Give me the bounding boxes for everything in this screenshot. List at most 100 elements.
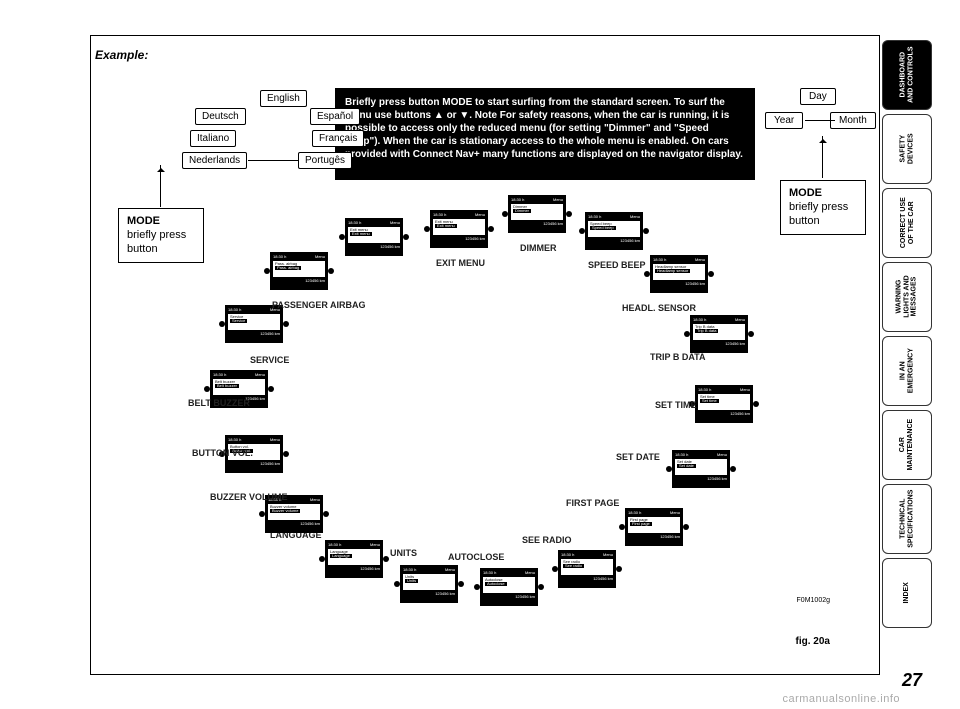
- side-tab-label: IN AN EMERGENCY: [899, 347, 914, 395]
- connector-dot: [339, 234, 345, 240]
- side-tab[interactable]: TECHNICAL SPECIFICATIONS: [882, 484, 932, 554]
- ring-label: SET DATE: [616, 452, 660, 462]
- connector-dot: [424, 226, 430, 232]
- connector-dot: [268, 386, 274, 392]
- mode-box-left: MODE briefly press button: [118, 208, 204, 263]
- date-year: Year: [765, 112, 803, 129]
- side-tab[interactable]: DASHBOARD AND CONTROLS: [882, 40, 932, 110]
- connector-dot: [566, 211, 572, 217]
- mode-sub: briefly press button: [127, 229, 186, 255]
- connector-dot: [458, 581, 464, 587]
- page-number: 27: [902, 670, 922, 691]
- ring-label: PASSENGER AIRBAG: [272, 300, 366, 310]
- side-tab-label: WARNING LIGHTS AND MESSAGES: [895, 273, 918, 321]
- lcd-screen: 18:30 hMenuPass. airbagPass. airbag12345…: [270, 252, 328, 290]
- connector-dot: [394, 581, 400, 587]
- connector-dot: [283, 321, 289, 327]
- connector-dot: [328, 268, 334, 274]
- lang-francais: Français: [312, 130, 364, 147]
- connector-dot: [283, 451, 289, 457]
- lcd-screen: 18:30 hMenuServiceService123456 km: [225, 305, 283, 343]
- side-tab-label: SAFETY DEVICES: [899, 125, 914, 173]
- lang-nederlands: Nederlands: [182, 152, 247, 169]
- connector-dot: [403, 234, 409, 240]
- lcd-screen: 18:30 hMenuSet timeSet time123456 km: [695, 385, 753, 423]
- ring-label: FIRST PAGE: [566, 498, 619, 508]
- ring-label: BUZZER VOLUME: [210, 492, 288, 502]
- mode-title: MODE: [127, 215, 160, 227]
- figure-code: F0M1002g: [797, 597, 830, 604]
- connector-dot: [264, 268, 270, 274]
- connector-dot: [383, 556, 389, 562]
- ring-label: SPEED BEEP: [588, 260, 646, 270]
- example-label: Example:: [95, 48, 148, 62]
- lcd-screen: 18:30 hMenuLanguageLanguage123456 km: [325, 540, 383, 578]
- connector-dot: [616, 566, 622, 572]
- side-tab[interactable]: CAR MAINTENANCE: [882, 410, 932, 480]
- side-tab[interactable]: INDEX: [882, 558, 932, 628]
- ring-label: BUTTON VOL.: [192, 448, 253, 458]
- side-tab[interactable]: CORRECT USE OF THE CAR: [882, 188, 932, 258]
- side-tab-label: TECHNICAL SPECIFICATIONS: [899, 490, 914, 548]
- lcd-screen: 18:30 hMenuFirst pageFirst page123456 km: [625, 508, 683, 546]
- mode-title: MODE: [789, 187, 822, 199]
- connector-dot: [579, 228, 585, 234]
- connector-dot: [259, 511, 265, 517]
- connector-dot: [644, 271, 650, 277]
- connector-dot: [730, 466, 736, 472]
- date-day: Day: [800, 88, 836, 105]
- lcd-screen: 18:30 hMenuHeadlamp sensorHeadlamp senso…: [650, 255, 708, 293]
- connector-dot: [619, 524, 625, 530]
- lcd-screen: 18:30 hMenuSet dateSet date123456 km: [672, 450, 730, 488]
- lang-italiano: Italiano: [190, 130, 236, 147]
- lcd-screen: 18:30 hMenuAutocloseAutoclose123456 km: [480, 568, 538, 606]
- ring-label: DIMMER: [520, 243, 557, 253]
- lcd-screen: 18:30 hMenuSpeed beepSpeed beep123456 km: [585, 212, 643, 250]
- lcd-screen: 18:30 hMenuExit menuExit menu123456 km: [345, 218, 403, 256]
- mode-sub: briefly press button: [789, 201, 848, 227]
- connector-dot: [748, 331, 754, 337]
- watermark: carmanualsonline.info: [782, 693, 900, 705]
- connector-dot: [643, 228, 649, 234]
- connector-dot: [204, 386, 210, 392]
- lcd-screen: 18:30 hMenuExit menuExit menu123456 km: [430, 210, 488, 248]
- connector-dot: [708, 271, 714, 277]
- connector-dot: [323, 511, 329, 517]
- arrow-right: [822, 136, 823, 178]
- lang-deutsch: Deutsch: [195, 108, 246, 125]
- side-tab-label: INDEX: [903, 569, 911, 617]
- ring-label: AUTOCLOSE: [448, 552, 504, 562]
- ring-label: SEE RADIO: [522, 535, 572, 545]
- ring-label: BELT BUZZER: [188, 398, 250, 408]
- lcd-screen: 18:30 hMenuDimmerDimmer123456 km: [508, 195, 566, 233]
- date-month: Month: [830, 112, 876, 129]
- connector-dot: [319, 556, 325, 562]
- connector-dot: [684, 331, 690, 337]
- lcd-screen: 18:30 hMenuTrip B dataTrip B data123456 …: [690, 315, 748, 353]
- side-tab-label: DASHBOARD AND CONTROLS: [899, 47, 914, 103]
- figure-number: fig. 20a: [796, 636, 830, 647]
- connector-dot: [666, 466, 672, 472]
- side-tab[interactable]: IN AN EMERGENCY: [882, 336, 932, 406]
- lcd-screen: 18:30 hMenuSee radioSee radio123456 km: [558, 550, 616, 588]
- connector-dot: [552, 566, 558, 572]
- fan-line: [248, 160, 298, 161]
- ring-label: TRIP B DATA: [650, 352, 706, 362]
- side-tab[interactable]: SAFETY DEVICES: [882, 114, 932, 184]
- ring-label: EXIT MENU: [436, 258, 485, 268]
- side-tab[interactable]: WARNING LIGHTS AND MESSAGES: [882, 262, 932, 332]
- lcd-screen: 18:30 hMenuUnitsUnits123456 km: [400, 565, 458, 603]
- mode-box-right: MODE briefly press button: [780, 180, 866, 235]
- lang-espanol: Español: [310, 108, 360, 125]
- ring-label: UNITS: [390, 548, 417, 558]
- ring-label: SERVICE: [250, 355, 289, 365]
- connector-dot: [538, 584, 544, 590]
- connector-dot: [219, 321, 225, 327]
- lang-portugues: Portugês: [298, 152, 352, 169]
- ring-label: HEADL. SENSOR: [622, 303, 696, 313]
- side-tab-label: CAR MAINTENANCE: [899, 419, 914, 471]
- connector-dot: [502, 211, 508, 217]
- connector-dot: [753, 401, 759, 407]
- connector-dot: [474, 584, 480, 590]
- arrow-left: [160, 165, 161, 207]
